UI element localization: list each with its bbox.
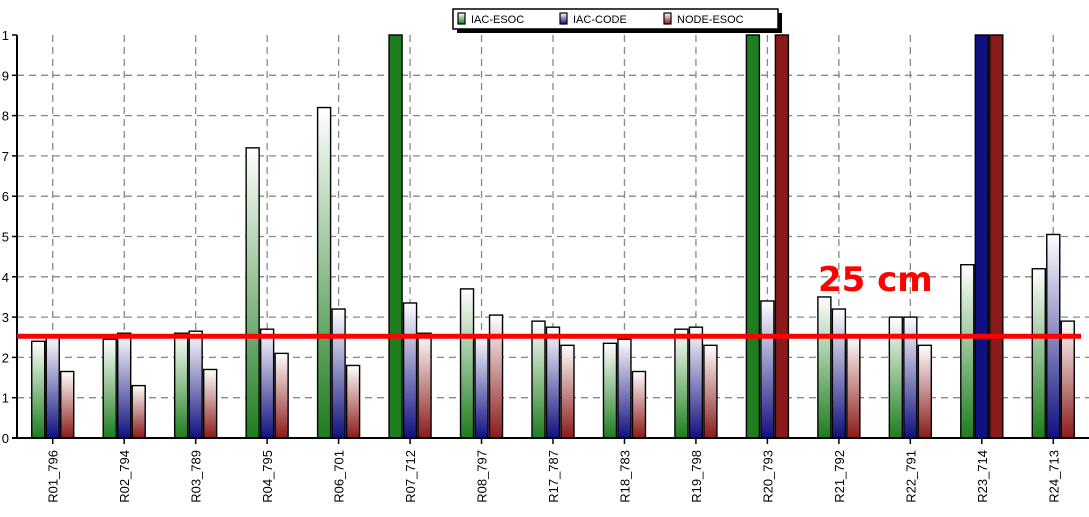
bar-iac-esoc-r01-796 (31, 340, 46, 439)
bar-iac-esoc-r19-798 (674, 328, 689, 439)
legend: IAC-ESOC IAC-CODE NODE-ESOC (452, 8, 782, 33)
bar-node-esoc-r06-701 (345, 364, 361, 439)
reference-line-label: 25 cm (818, 260, 933, 300)
bar-iac-code-r17-787 (545, 326, 561, 439)
bar-iac-code-r07-712 (402, 302, 418, 439)
x-tick-label: R08_797 (475, 450, 490, 503)
x-tick-label: R06_701 (332, 450, 347, 503)
bar-iac-code-r20-793 (760, 300, 775, 439)
legend-swatch-iac-code (559, 12, 568, 25)
y-tick-label: 6 (2, 189, 9, 204)
x-tick-label: R22_791 (903, 450, 918, 503)
bar-iac-esoc-r18-783 (602, 342, 618, 439)
bar-node-esoc-r04-795 (274, 352, 289, 439)
bar-iac-esoc-r02-794 (102, 338, 117, 439)
x-tick-label: R02_794 (117, 450, 132, 503)
x-tick-label: R23_714 (975, 450, 990, 503)
bar-iac-esoc-r24-713 (1031, 268, 1046, 439)
bar-node-esoc-r18-783 (631, 370, 647, 439)
legend-swatch-iac-esoc (457, 12, 466, 25)
axes (12, 34, 1089, 444)
bar-iac-esoc-r20-793 (745, 34, 761, 439)
bar-node-esoc-r03-789 (202, 368, 218, 439)
bar-iac-code-r21-792 (831, 308, 847, 439)
bar-iac-code-r08-797 (474, 334, 489, 439)
bar-iac-esoc-r07-712 (388, 34, 403, 439)
bar-node-esoc-r21-792 (846, 334, 861, 439)
x-tick-label: R04_795 (260, 450, 275, 503)
y-tick-label: 4 (2, 270, 9, 285)
bar-iac-code-r06-701 (331, 308, 346, 439)
bar-node-esoc-r23-714 (989, 34, 1004, 439)
bar-iac-esoc-r08-797 (459, 288, 475, 439)
bar-iac-code-r18-783 (617, 338, 632, 439)
x-tick-label: R01_796 (46, 450, 61, 503)
y-tick-labels: 0 1 2 3 4 5 6 7 8 9 1 (2, 28, 9, 446)
bar-node-esoc-r02-794 (131, 384, 146, 439)
y-tick-label: 5 (2, 230, 9, 245)
x-tick-label: R19_798 (689, 450, 704, 503)
bar-node-esoc-r01-796 (60, 370, 75, 439)
x-tick-label: R18_783 (617, 450, 632, 503)
bar-iac-code-r03-789 (188, 330, 203, 439)
x-tick-label: R07_712 (403, 450, 418, 503)
legend-swatch-node-esoc (663, 12, 672, 25)
bar-node-esoc-r17-787 (560, 344, 575, 439)
bar-iac-code-r02-794 (116, 332, 132, 439)
y-tick-label: 1 (2, 28, 9, 43)
legend-box (452, 8, 779, 30)
y-tick-label: 9 (2, 68, 9, 83)
y-tick-label: 8 (2, 109, 9, 124)
bar-iac-esoc-r06-701 (316, 106, 332, 439)
bar-iac-code-r04-795 (259, 328, 275, 439)
y-tick-label: 1 (2, 391, 9, 406)
legend-label-node-esoc: NODE-ESOC (677, 14, 744, 26)
bar-iac-esoc-r23-714 (960, 264, 975, 439)
reference-line-group: 25 cm (17, 260, 1081, 339)
bar-iac-code-r19-798 (688, 326, 704, 439)
x-tick-label: R20_793 (760, 450, 775, 503)
y-tick-label: 0 (2, 431, 9, 446)
x-tick-label: R21_792 (832, 450, 847, 503)
bar-node-esoc-r07-712 (417, 332, 432, 439)
bar-iac-code-r23-714 (974, 34, 989, 439)
x-tick-label: R17_787 (546, 450, 561, 503)
bar-iac-esoc-r03-789 (173, 332, 189, 439)
x-tick-label: R03_789 (189, 450, 204, 503)
bar-node-esoc-r19-798 (703, 344, 718, 439)
bar-node-esoc-r22-791 (917, 344, 933, 439)
y-tick-label: 2 (2, 350, 9, 365)
x-tick-labels: R01_796 R02_794 R03_789 R04_795 R06_701 R07_7… (46, 450, 1062, 503)
bar-iac-esoc-r21-792 (817, 296, 832, 439)
legend-label-iac-code: IAC-CODE (573, 14, 627, 26)
bar-iac-esoc-r04-795 (245, 147, 260, 439)
bar-node-esoc-r20-793 (774, 34, 790, 439)
bar-node-esoc-r08-797 (488, 314, 504, 439)
y-tick-label: 7 (2, 149, 9, 164)
bar-iac-code-r01-796 (45, 334, 60, 439)
legend-label-iac-esoc: IAC-ESOC (471, 14, 524, 26)
x-tick-label: R24_713 (1046, 450, 1061, 503)
y-tick-label: 3 (2, 310, 9, 325)
